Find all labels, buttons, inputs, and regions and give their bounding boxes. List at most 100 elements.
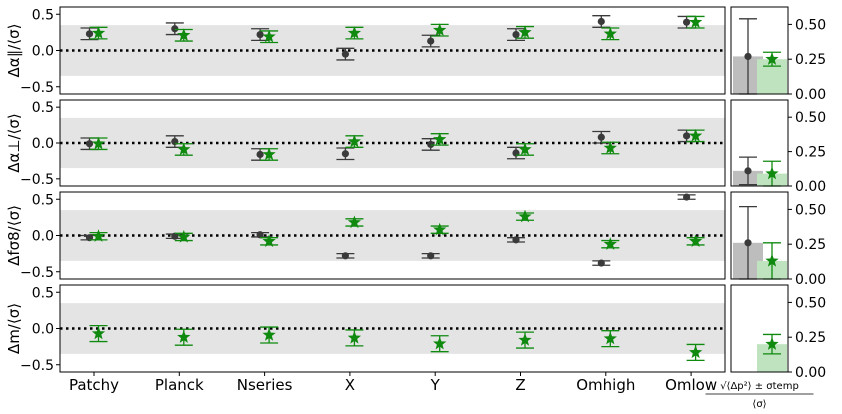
bar-panel-frame — [730, 284, 789, 373]
data-point — [347, 134, 362, 148]
data-point — [433, 222, 447, 236]
y-tick-label: 0.5 — [32, 285, 54, 301]
y-tick-label: 0.0 — [32, 322, 54, 338]
bar-marker — [765, 166, 779, 180]
x-tick-label: Z — [515, 376, 525, 394]
data-point — [683, 132, 691, 140]
data-point — [603, 141, 617, 154]
data-point — [683, 193, 691, 201]
data-point — [603, 331, 617, 345]
data-point — [177, 330, 191, 343]
data-point — [427, 37, 435, 45]
y-tick-label: 0.0 — [32, 136, 54, 152]
y-tick-label: 0.0 — [32, 44, 54, 60]
bar-y-tick-label: 0.25 — [795, 145, 826, 161]
data-point — [91, 326, 106, 340]
bar-marker — [744, 239, 752, 247]
data-point — [603, 26, 617, 40]
data-point — [597, 259, 605, 267]
data-point — [341, 50, 349, 58]
data-point — [341, 150, 349, 158]
y-tick-label: −0.5 — [20, 265, 54, 281]
data-point — [262, 234, 276, 247]
data-point — [433, 132, 447, 146]
bar-x-label-denominator: ⟨σ⟩ — [752, 399, 766, 410]
data-point — [597, 133, 605, 141]
data-point — [518, 209, 532, 223]
bar-y-tick-label: 0.50 — [795, 202, 826, 218]
y-tick-label: −0.5 — [20, 80, 54, 96]
data-point — [688, 234, 703, 247]
y-axis-label: Δfσ8/⟨σ⟩ — [5, 205, 23, 266]
data-point — [427, 140, 435, 149]
data-point — [688, 345, 703, 359]
data-point — [262, 147, 276, 161]
y-tick-label: 0.5 — [32, 100, 54, 116]
data-point — [262, 328, 276, 341]
bar-x-label: √⟨Δp²⟩ ± σtemp ⟨σ⟩ — [705, 381, 814, 410]
data-point — [177, 28, 191, 41]
data-point — [433, 23, 447, 36]
bar-y-tick-label: 0.25 — [795, 52, 826, 68]
x-tick-label: Omhigh — [576, 376, 635, 394]
x-tick-label: Nseries — [237, 376, 293, 394]
data-point — [518, 333, 532, 346]
bar-y-tick-label: 0.25 — [795, 237, 826, 253]
panel-frame — [59, 99, 726, 187]
bar-y-tick-label: 0.50 — [795, 110, 826, 126]
data-point — [177, 142, 191, 156]
y-tick-label: −0.5 — [20, 358, 54, 374]
data-point — [171, 232, 179, 240]
data-point — [256, 30, 264, 39]
bar-y-tick-label: 0.50 — [795, 295, 826, 311]
y-axis-label: Δm/⟨σ⟩ — [5, 303, 23, 354]
x-tick-label: Y — [430, 376, 441, 394]
data-point — [433, 336, 447, 350]
data-point — [347, 215, 362, 229]
data-point — [91, 26, 106, 39]
bar-y-tick-label: 0.00 — [795, 272, 826, 288]
data-point — [85, 30, 94, 38]
bar-panel-frame — [730, 99, 789, 187]
bar-marker — [765, 337, 779, 350]
data-point — [177, 229, 191, 243]
panel-frame — [59, 6, 726, 95]
x-tick-label: Planck — [155, 376, 204, 394]
y-axis-label: Δα∥/⟨σ⟩ — [5, 24, 23, 78]
data-point — [688, 15, 703, 28]
data-point — [427, 252, 435, 260]
bar-marker — [744, 167, 752, 175]
data-point — [262, 29, 276, 43]
y-tick-label: 0.5 — [32, 192, 54, 208]
data-point — [603, 237, 617, 250]
y-tick-label: −0.5 — [20, 172, 54, 188]
data-point — [688, 128, 703, 142]
bar-marker — [744, 52, 752, 61]
y-axis-label: Δα⊥/⟨σ⟩ — [5, 113, 23, 172]
bar-marker — [765, 52, 779, 65]
y-tick-label: 0.5 — [32, 7, 54, 23]
panel-frame — [59, 191, 726, 280]
data-point — [512, 30, 520, 39]
bar-y-tick-label: 0.00 — [795, 365, 826, 381]
data-point — [91, 229, 106, 242]
data-point — [341, 252, 349, 260]
data-point — [518, 25, 532, 39]
data-point — [347, 26, 362, 39]
bar-y-tick-label: 0.00 — [795, 87, 826, 103]
bar-x-label-numerator: √⟨Δp²⟩ ± σtemp — [720, 381, 799, 392]
data-point — [347, 330, 362, 344]
bar-y-tick-label: 0.00 — [795, 179, 826, 195]
bar-panel-frame — [730, 191, 789, 280]
data-point — [256, 231, 264, 239]
bar-y-tick-label: 0.50 — [795, 17, 826, 33]
data-point — [85, 140, 94, 148]
data-point — [256, 150, 264, 159]
data-point — [597, 17, 605, 26]
bar-marker — [765, 253, 779, 267]
bar-y-tick-label: 0.25 — [795, 330, 826, 346]
bar-panel-frame — [730, 6, 789, 95]
y-tick-label: 0.0 — [32, 229, 54, 245]
data-point — [91, 136, 106, 150]
